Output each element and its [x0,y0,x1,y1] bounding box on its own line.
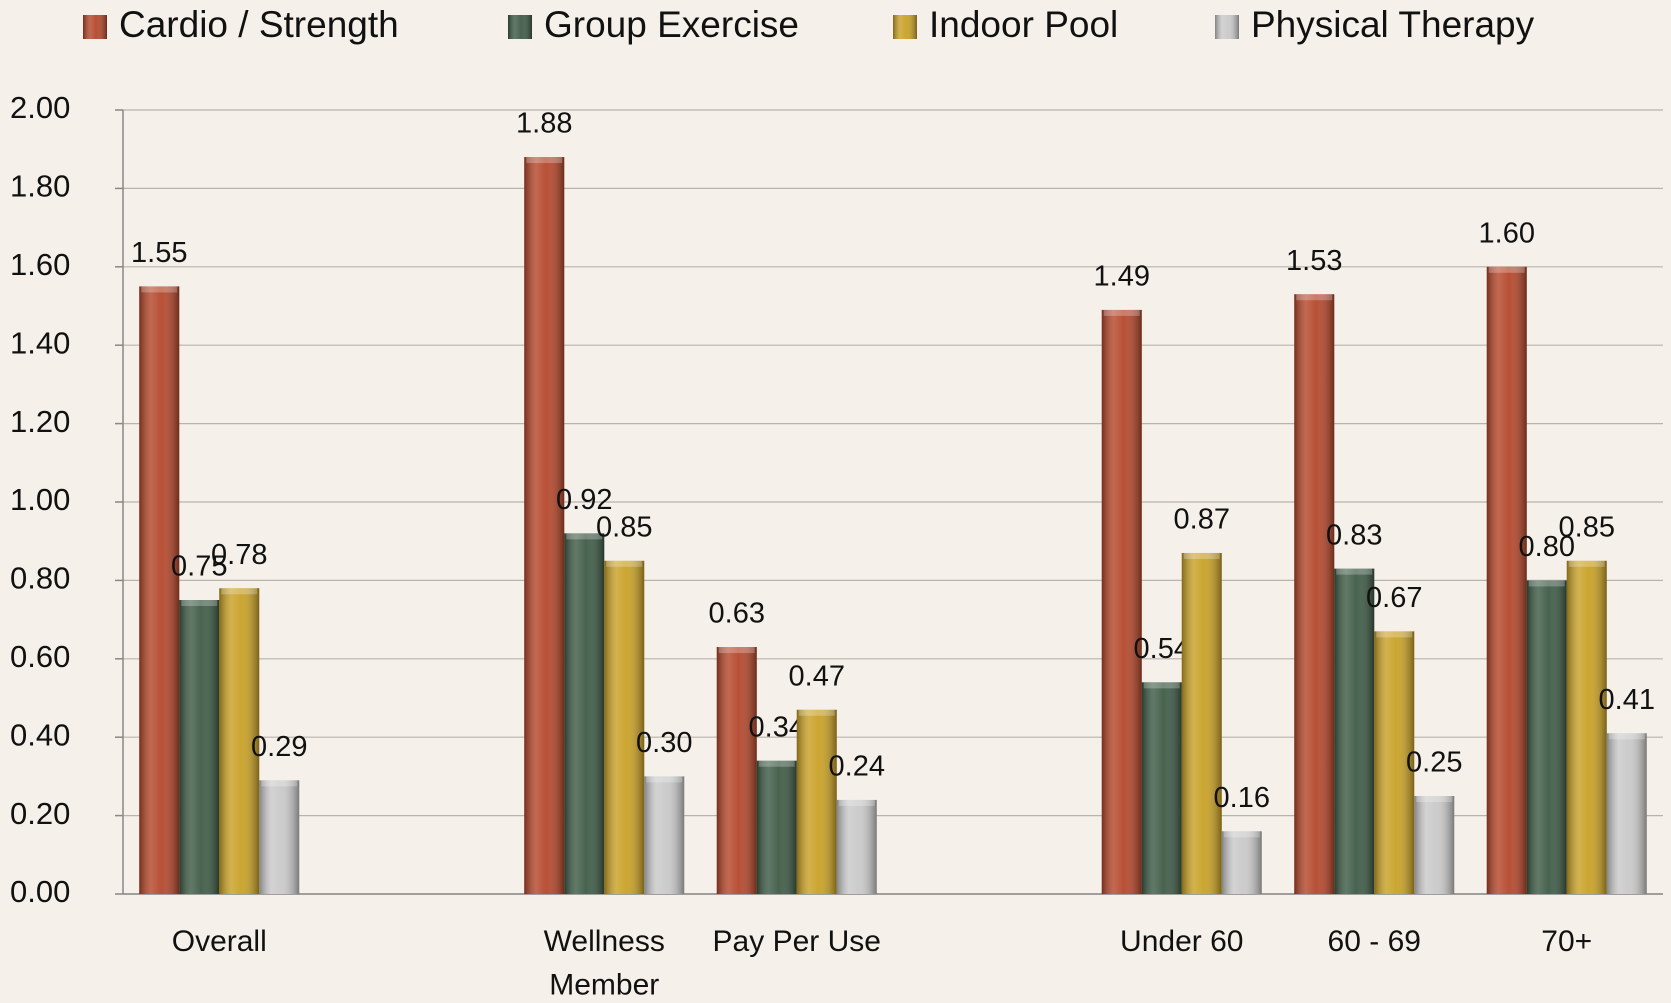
bar-shade [1374,631,1415,894]
bar-cap [1416,796,1453,802]
legend-label: Group Exercise [544,4,799,45]
legend-label: Indoor Pool [929,4,1118,45]
bar-cap [1223,831,1260,838]
bar-shade [604,560,645,894]
y-tick-label: 0.80 [10,561,70,596]
y-tick-label: 2.00 [10,90,70,125]
y-tick-label: 1.60 [10,247,70,282]
bar-shade [1334,568,1375,894]
bar-shade [1526,580,1567,894]
bar-shade [1294,294,1335,894]
data-label: 0.29 [251,731,307,763]
bar-shade [564,533,605,894]
bar-shade [139,286,180,894]
bar-shade [1606,733,1647,894]
x-tick-label: Overall [172,925,267,958]
x-tick-label: 70+ [1541,925,1592,958]
data-label: 0.87 [1174,504,1230,536]
data-label: 0.85 [1559,511,1615,543]
y-tick-label: 1.40 [10,325,70,360]
bar-shade [1414,796,1455,894]
bar-shade [716,647,757,894]
legend-swatch-shade [1215,15,1239,39]
y-tick-label: 0.40 [10,717,70,752]
legend-label: Physical Therapy [1251,4,1535,45]
bar-cap [181,600,218,606]
data-label: 1.60 [1479,217,1535,249]
bar-shade [259,780,300,894]
data-label: 0.75 [171,551,227,583]
bar-cap [1568,560,1605,567]
bar-cap [1143,682,1180,689]
bar-cap [1183,552,1220,559]
bar-cap [838,799,875,806]
bar-shade [1101,309,1142,894]
y-tick-label: 1.80 [10,169,70,204]
legend-swatch-shade [508,15,532,39]
data-label: 0.25 [1406,747,1462,779]
x-tick-label: Under 60 [1120,925,1243,958]
data-label: 0.47 [789,660,845,692]
x-tick-label: Pay Per Use [713,925,881,958]
bar-shade [644,776,685,894]
bar-shade [1141,682,1182,894]
bar-cap [1103,309,1140,316]
y-tick-label: 0.20 [10,796,70,831]
bar-shade [179,600,220,894]
x-tick-label: Wellness Member [544,925,665,1002]
bar-shade [1181,552,1222,894]
legend-label: Cardio / Strength [119,4,399,45]
data-label: 0.78 [211,539,267,571]
bar-cap [798,709,835,716]
bar-shade [836,799,877,894]
data-label: 0.16 [1214,782,1270,814]
bar-cap [1608,733,1645,740]
bar-shade [219,588,260,894]
bar-cap [261,780,298,787]
bar-cap [1528,580,1565,587]
y-tick-label: 0.60 [10,639,70,674]
data-label: 0.80 [1519,531,1575,563]
data-label: 0.34 [749,711,805,743]
bar-cap [1376,631,1413,638]
data-label: 0.92 [556,484,612,516]
bar-shade [1486,266,1527,894]
bar-shade [1566,560,1607,894]
bar-cap [718,647,755,654]
legend-swatch-shade [893,15,917,39]
bar-cap [606,560,643,567]
bar-shade [756,760,797,894]
data-label: 0.63 [709,598,765,630]
bar-cap [566,533,603,540]
data-label: 0.54 [1134,633,1190,665]
bar-cap [1336,568,1373,575]
data-label: 0.30 [636,727,692,759]
bar-cap [221,588,258,595]
y-tick-label: 1.20 [10,404,70,439]
data-label: 0.83 [1326,519,1382,551]
bar-cap [141,286,178,293]
bar-cap [646,776,683,783]
y-tick-label: 0.00 [10,874,70,909]
bar-cap [1296,294,1333,301]
y-tick-label: 1.00 [10,482,70,517]
bar-cap [758,760,795,767]
bar-shade [1221,831,1262,894]
bar-cap [1488,266,1525,273]
data-label: 1.49 [1094,261,1150,293]
bar-cap [526,157,563,164]
data-label: 0.67 [1366,582,1422,614]
bar-shade [796,709,837,894]
x-tick-label: 60 - 69 [1328,925,1421,958]
legend-swatch-shade [83,15,107,39]
data-label: 0.41 [1599,684,1655,716]
data-label: 1.55 [131,237,187,269]
data-label: 1.53 [1286,245,1342,277]
data-label: 0.24 [829,751,885,783]
data-label: 1.88 [516,108,572,140]
data-label: 0.85 [596,511,652,543]
bar-shade [524,157,565,895]
